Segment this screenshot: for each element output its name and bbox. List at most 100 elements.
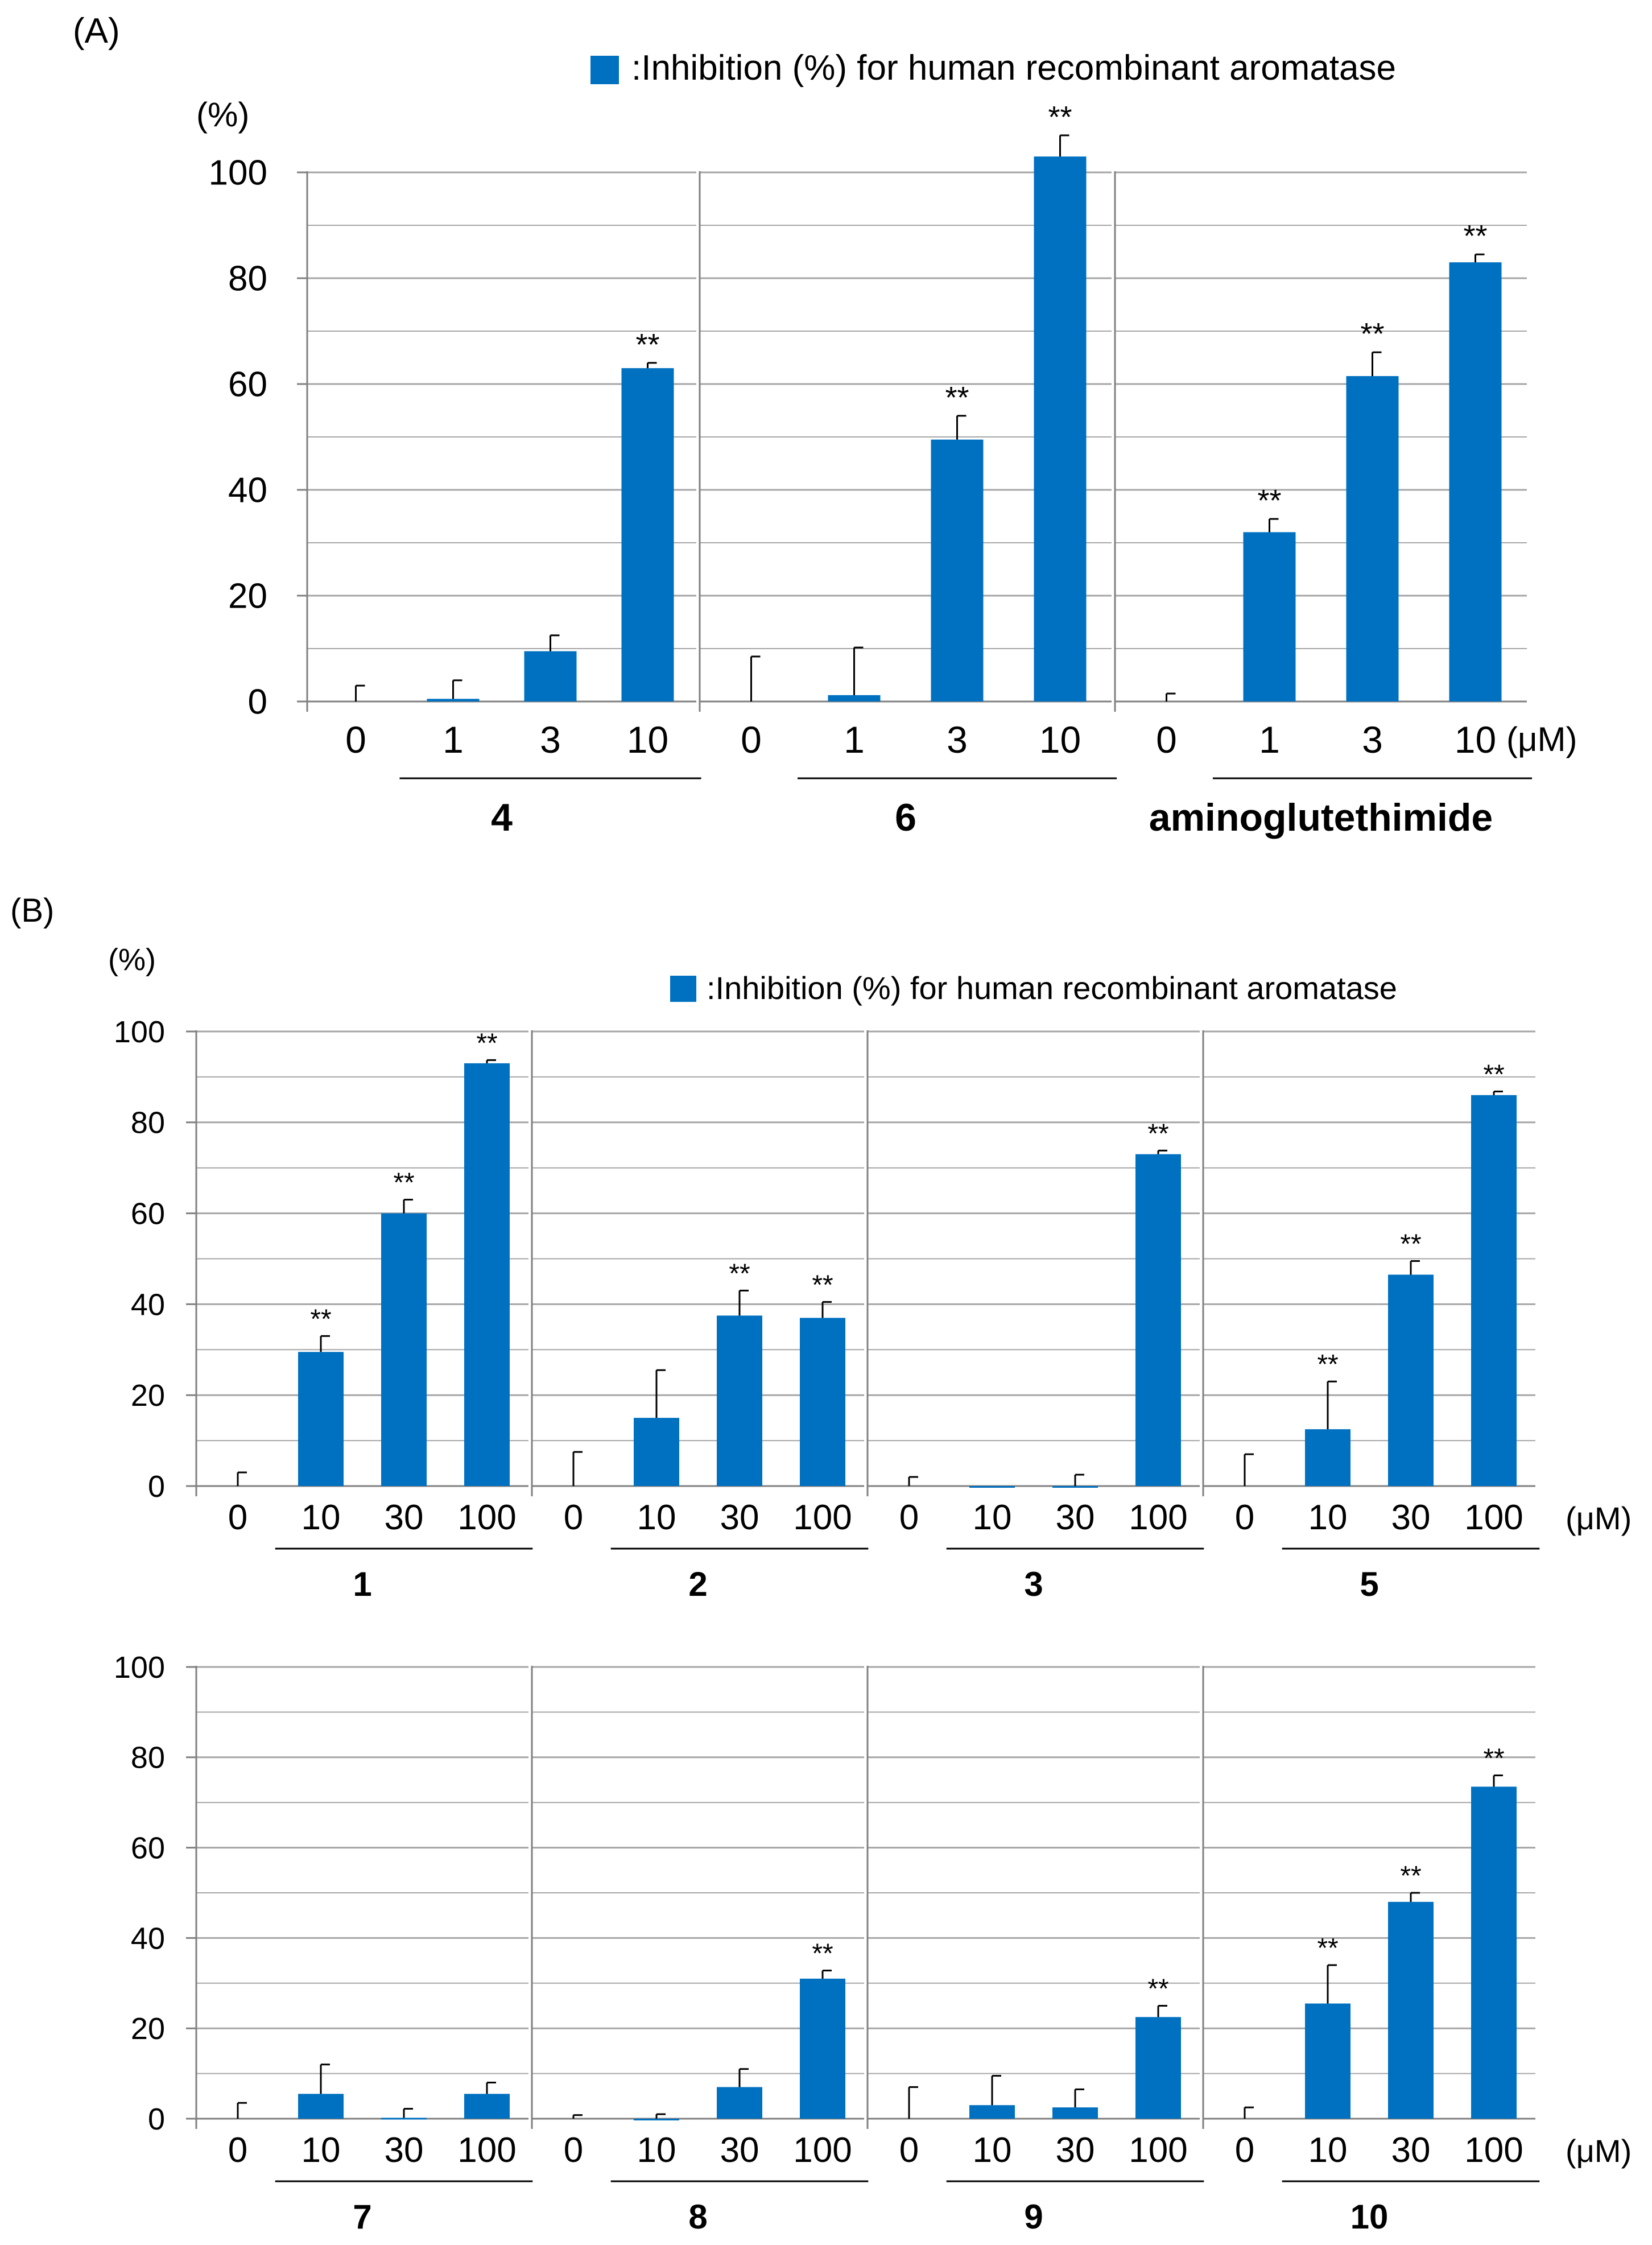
concentration-label-b-top-5-1: 10	[1308, 1498, 1348, 1537]
y-tick-label-a-100: 100	[209, 154, 267, 193]
concentration-label-b-bottom-8-3: 100	[793, 2131, 852, 2170]
panel-b-legend-swatch	[670, 976, 696, 1002]
concentration-label-b-bottom-9-2: 30	[1056, 2131, 1095, 2170]
bar-b-bottom-8-100	[800, 1978, 845, 2119]
compound-label-b-top-3: 3	[1024, 1565, 1043, 1603]
concentration-label-b-top-3-3: 100	[1129, 1498, 1187, 1537]
compound-label-a-6: 6	[895, 796, 916, 839]
concentration-label-a-4-3: 10	[627, 719, 668, 761]
y-tick-label-b-top-100: 100	[114, 1015, 165, 1049]
bar-b-bottom-9-30	[1052, 2107, 1098, 2119]
bar-a-aminoglutethimide-1	[1243, 532, 1296, 701]
bar-b-top-5-30	[1388, 1274, 1434, 1486]
significance-b-top-1-100: **	[476, 1028, 497, 1058]
significance-b-bottom-10-30: **	[1400, 1861, 1421, 1891]
y-tick-label-a-60: 60	[228, 365, 267, 405]
concentration-label-b-top-3-1: 10	[973, 1498, 1012, 1537]
concentration-label-b-top-5-2: 30	[1391, 1498, 1431, 1537]
panel-a-unit-label: (%)	[196, 96, 249, 134]
concentration-label-a-4-2: 3	[540, 719, 561, 761]
compound-label-b-top-5: 5	[1360, 1565, 1378, 1603]
concentration-label-b-bottom-7-2: 30	[385, 2131, 424, 2170]
concentration-label-b-bottom-10-1: 10	[1308, 2131, 1348, 2170]
bar-b-bottom-7-30	[381, 2118, 427, 2120]
significance-b-top-5-100: **	[1483, 1059, 1504, 1090]
bar-b-top-5-100	[1471, 1095, 1517, 1486]
bar-b-bottom-8-30	[717, 2087, 762, 2119]
significance-a-4-10: **	[635, 328, 659, 362]
bar-b-top-1-30	[381, 1213, 427, 1486]
significance-a-aminoglutethimide-3: **	[1360, 317, 1384, 351]
concentration-label-b-top-2-2: 30	[720, 1498, 759, 1537]
significance-a-aminoglutethimide-1: **	[1257, 484, 1281, 518]
concentration-label-b-bottom-9-1: 10	[973, 2131, 1012, 2170]
bar-b-bottom-10-100	[1471, 1786, 1517, 2119]
significance-a-aminoglutethimide-10: **	[1463, 219, 1487, 253]
significance-b-top-1-10: **	[310, 1304, 331, 1334]
bar-b-bottom-7-10	[298, 2094, 344, 2119]
bar-b-bottom-10-30	[1388, 1901, 1434, 2119]
concentration-label-b-bottom-7-0: 0	[228, 2131, 247, 2170]
compound-label-a-4: 4	[491, 796, 513, 839]
panel-b-legend-label: :Inhibition (%) for human recombinant ar…	[707, 970, 1397, 1006]
bar-a-4-3	[524, 651, 577, 701]
concentration-label-a-4-0: 0	[345, 719, 366, 761]
concentration-label-b-bottom-10-0: 0	[1235, 2131, 1254, 2170]
bar-b-bottom-9-100	[1135, 2017, 1181, 2119]
bar-b-top-1-10	[298, 1352, 344, 1486]
concentration-label-a-6-2: 3	[947, 719, 968, 761]
bar-b-top-3-30	[1052, 1486, 1098, 1488]
concentration-label-b-bottom-10-2: 30	[1391, 2131, 1431, 2170]
compound-label-b-bottom-8: 8	[688, 2198, 707, 2236]
significance-b-bottom-10-100: **	[1483, 1744, 1504, 1774]
bar-a-6-1	[828, 695, 881, 701]
panel-b-unit-label: (%)	[108, 943, 156, 977]
compound-label-b-top-1: 1	[353, 1565, 371, 1603]
concentration-label-b-bottom-7-3: 100	[457, 2131, 516, 2170]
concentration-label-a-4-1: 1	[443, 719, 464, 761]
concentration-label-a-aminoglutethimide-2: 3	[1362, 719, 1383, 761]
y-tick-label-b-bottom-20: 20	[131, 2012, 165, 2046]
significance-b-top-3-100: **	[1147, 1119, 1168, 1149]
compound-label-a-aminoglutethimide: aminoglutethimide	[1149, 796, 1493, 839]
concentration-label-b-bottom-10-3: 100	[1464, 2131, 1523, 2170]
panel-a-legend-swatch	[590, 56, 619, 84]
panel-a-label: (A)	[73, 11, 120, 51]
y-tick-label-b-top-40: 40	[131, 1287, 165, 1322]
y-tick-label-b-top-60: 60	[131, 1197, 165, 1231]
bar-b-bottom-9-10	[969, 2105, 1015, 2119]
y-tick-label-b-bottom-80: 80	[131, 1741, 165, 1775]
concentration-label-b-bottom-8-1: 10	[637, 2131, 676, 2170]
significance-b-top-1-30: **	[393, 1168, 414, 1198]
bar-b-top-3-10	[969, 1486, 1015, 1488]
compound-label-b-top-2: 2	[688, 1565, 707, 1603]
concentration-label-b-top-1-3: 100	[457, 1498, 516, 1537]
significance-b-top-5-30: **	[1400, 1229, 1421, 1259]
y-tick-label-b-top-20: 20	[131, 1379, 165, 1413]
concentration-label-b-top-5-3: 100	[1464, 1498, 1523, 1537]
bar-b-bottom-8-10	[634, 2119, 679, 2120]
bar-a-4-1	[427, 699, 480, 701]
concentration-label-a-aminoglutethimide-0: 0	[1156, 719, 1177, 761]
concentration-label-b-bottom-8-2: 30	[720, 2131, 759, 2170]
bar-b-top-2-10	[634, 1418, 679, 1486]
concentration-label-a-aminoglutethimide-1: 1	[1259, 719, 1280, 761]
concentration-label-b-bottom-9-3: 100	[1129, 2131, 1187, 2170]
concentration-label-b-top-3-2: 30	[1056, 1498, 1095, 1537]
y-tick-label-b-top-80: 80	[131, 1106, 165, 1140]
compound-label-b-bottom-10: 10	[1350, 2198, 1389, 2236]
y-tick-label-a-20: 20	[228, 577, 267, 616]
concentration-label-a-6-0: 0	[741, 719, 762, 761]
significance-b-bottom-8-100: **	[812, 1939, 833, 1969]
concentration-label-b-top-2-1: 10	[637, 1498, 676, 1537]
bar-a-4-10	[621, 368, 674, 701]
bar-b-top-1-100	[464, 1063, 510, 1486]
bar-a-6-10	[1034, 156, 1087, 702]
bar-b-bottom-10-10	[1305, 2003, 1350, 2119]
concentration-label-b-top-2-3: 100	[793, 1498, 852, 1537]
concentration-label-a-aminoglutethimide-3: 10	[1455, 719, 1496, 761]
compound-label-b-bottom-9: 9	[1024, 2198, 1043, 2236]
significance-a-6-10: **	[1048, 100, 1072, 134]
